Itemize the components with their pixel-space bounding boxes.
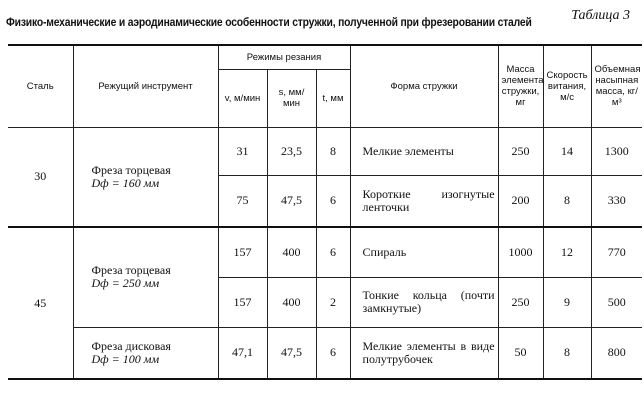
cell-density: 770: [590, 226, 643, 278]
cell-v: 47,1: [217, 326, 268, 380]
header-mass: Масса элемента стружки, мг: [497, 44, 544, 128]
cell-density: 500: [590, 276, 643, 328]
cutting-tool: Фреза торцевая Dф = 160 мм: [72, 126, 219, 228]
cell-s: 400: [266, 226, 317, 278]
cell-chip-form: Тонкие кольца (почти замкнутые): [349, 276, 499, 328]
cell-density: 800: [590, 326, 643, 380]
cell-mass: 250: [497, 276, 544, 328]
steel-grade: 45: [8, 226, 74, 380]
tool-diameter: Dф = 100 мм: [91, 351, 160, 366]
chip-properties-table: Сталь Режущий инструмент Режимы резания …: [8, 44, 643, 380]
tool-name: Фреза торцевая: [91, 263, 171, 278]
cell-mass: 1000: [497, 226, 544, 278]
cell-v: 75: [218, 174, 268, 228]
cutting-tool: Фреза торцевая Dф = 250 мм: [72, 226, 219, 328]
tool-name: Фреза торцевая: [91, 162, 171, 177]
cell-t: 2: [315, 276, 351, 328]
cell-speed: 8: [542, 326, 592, 380]
header-steel: Сталь: [8, 44, 74, 128]
cell-mass: 50: [497, 326, 544, 380]
header-chip-form: Форма стружки: [349, 44, 499, 128]
cell-v: 31: [217, 126, 268, 176]
cell-mass: 250: [497, 126, 544, 176]
header-speed: Скорость витания, м/с: [542, 44, 592, 128]
header-v: v, м/мин: [218, 68, 268, 128]
table-row: 45 Фреза торцевая Dф = 250 мм 157 400 6 Спирал…: [8, 226, 643, 380]
tool-diameter: Dф = 160 мм: [91, 175, 160, 190]
cell-s: 47,5: [266, 174, 317, 228]
cell-speed: 9: [542, 276, 592, 328]
cell-t: 6: [315, 174, 351, 228]
cell-v: 157: [217, 226, 268, 278]
table-row: 30 Фреза торцевая Dф = 160 мм 31 23,5 8 Мелкие…: [8, 126, 643, 228]
cell-t: 8: [315, 126, 351, 176]
table-row: 157 400 2 Тонкие кольца (почти замкнутые) 25…: [8, 276, 643, 328]
header-density: Объемная насыпная масса, кг/м³: [590, 44, 643, 128]
table-row: Фреза дисковая Dф = 100 мм 47,1 47,5 6 Мелкие…: [8, 326, 643, 380]
cell-density: 330: [590, 174, 643, 228]
cell-density: 1300: [590, 126, 643, 176]
cell-chip-form: Мелкие элементы: [349, 126, 499, 176]
steel-grade: 30: [8, 126, 74, 228]
cell-s: 47,5: [266, 326, 317, 380]
header-cutting-modes: Режимы резания: [217, 44, 351, 70]
header-t: t, мм: [315, 68, 351, 128]
cell-speed: 12: [542, 226, 592, 278]
cell-t: 6: [315, 226, 351, 278]
cell-mass: 200: [497, 174, 544, 228]
header-s: s, мм/мин: [266, 68, 317, 128]
cutting-tool: Фреза дисковая Dф = 100 мм: [73, 326, 219, 380]
cell-chip-form: Короткие изогнутые ленточки: [349, 174, 499, 228]
table-title: Физико-механические и аэродинамические о…: [6, 17, 532, 29]
cell-s: 400: [266, 276, 317, 328]
cell-v: 157: [218, 276, 268, 328]
cell-chip-form: Спираль: [349, 226, 499, 278]
cell-speed: 8: [542, 174, 592, 228]
tool-name: Фреза дисковая: [91, 338, 171, 353]
tool-diameter: Dф = 250 мм: [91, 276, 160, 291]
cell-speed: 14: [542, 126, 592, 176]
table-number: Таблица 3: [571, 8, 630, 23]
cell-chip-form: Мелкие элементы в виде полутрубочек: [349, 326, 499, 380]
cell-s: 23,5: [266, 126, 317, 176]
cell-t: 6: [315, 326, 351, 380]
header-tool: Режущий инструмент: [72, 44, 219, 128]
